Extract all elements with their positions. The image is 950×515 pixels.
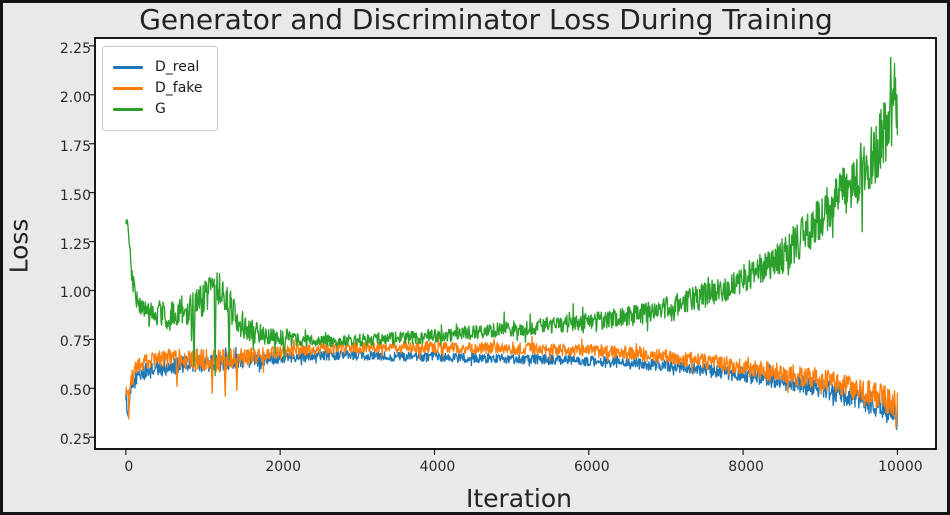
y-tick-label: 1.50 bbox=[59, 187, 91, 204]
plot-area bbox=[89, 37, 937, 455]
legend-label-g: G bbox=[155, 101, 166, 117]
legend-label-d-real: D_real bbox=[155, 59, 200, 75]
legend-line-d-fake-icon bbox=[113, 87, 143, 90]
y-tick-label: 1.00 bbox=[59, 285, 91, 302]
legend-item-g: G bbox=[113, 101, 203, 118]
x-tick-label: 6000 bbox=[573, 459, 610, 475]
legend-item-d-real: D_real bbox=[113, 59, 203, 76]
y-tick-label: 2.25 bbox=[59, 40, 91, 57]
x-tick-label: 2000 bbox=[265, 459, 301, 475]
y-tick-label: 0.50 bbox=[59, 383, 91, 400]
y-tick-label: 1.25 bbox=[59, 236, 91, 253]
x-tick-label: 4000 bbox=[419, 459, 456, 475]
x-tick-label: 8000 bbox=[728, 459, 764, 475]
chart-title: Generator and Discriminator Loss During … bbox=[139, 3, 833, 36]
legend-line-g-icon bbox=[113, 108, 143, 111]
x-tick-label: 0 bbox=[124, 459, 134, 475]
legend-label-d-fake: D_fake bbox=[155, 80, 203, 96]
legend-item-d-fake: D_fake bbox=[113, 80, 203, 97]
y-tick-label: 0.75 bbox=[59, 334, 91, 351]
legend: D_real D_fake G bbox=[102, 46, 218, 131]
x-tick-label: 10000 bbox=[878, 459, 923, 475]
y-tick-label: 2.00 bbox=[59, 89, 91, 106]
y-tick-label: 1.75 bbox=[59, 138, 91, 155]
y-tick-label: 0.25 bbox=[59, 432, 91, 449]
x-axis-label: Iteration bbox=[465, 484, 573, 513]
legend-line-d-real-icon bbox=[113, 66, 143, 69]
